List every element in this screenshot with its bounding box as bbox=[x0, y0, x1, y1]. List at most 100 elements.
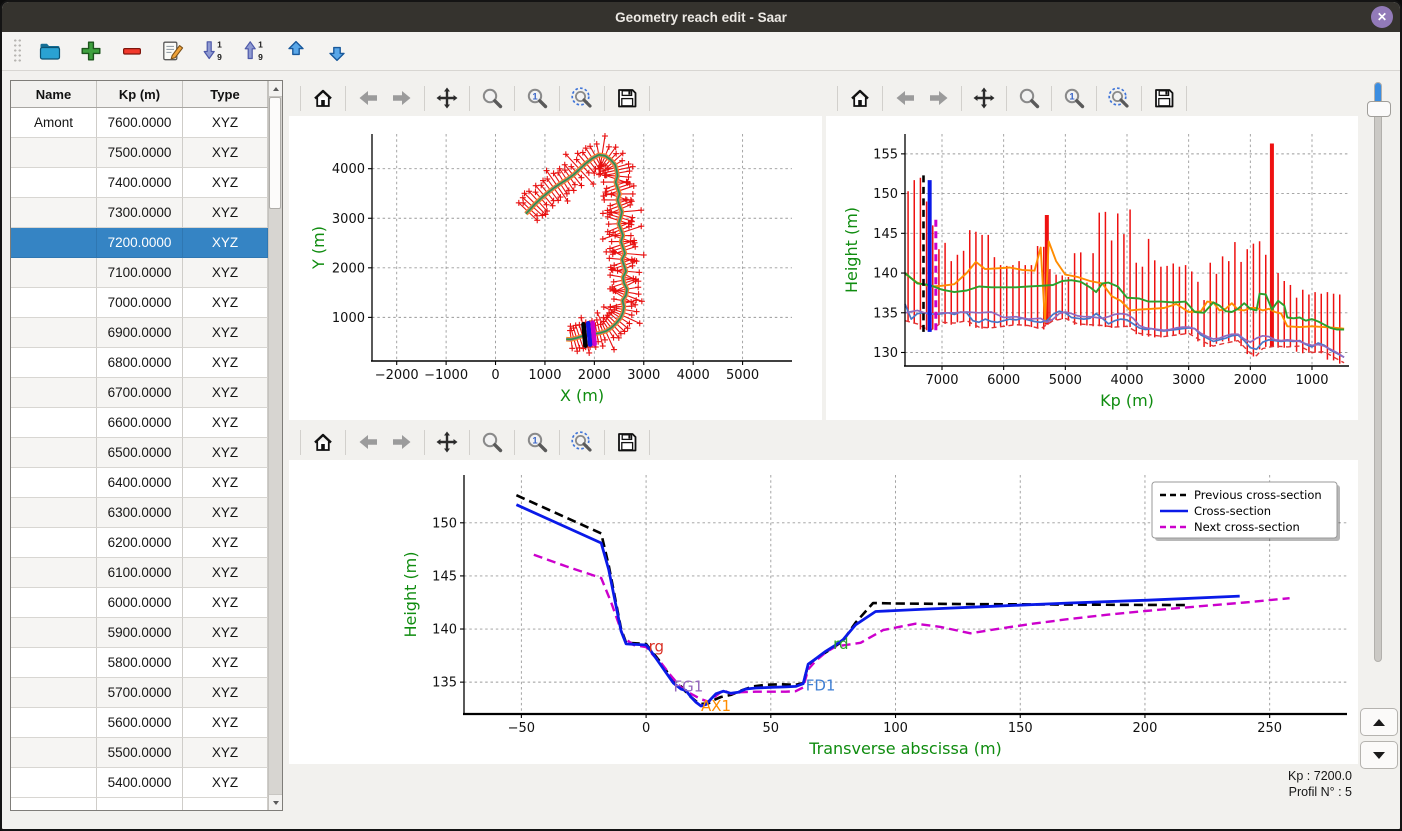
toolbar-separator bbox=[882, 85, 883, 111]
slider-fill bbox=[1375, 83, 1381, 104]
table-row[interactable]: 6900.0000 XYZ bbox=[11, 318, 282, 348]
home-button[interactable] bbox=[306, 83, 340, 113]
close-button[interactable]: ✕ bbox=[1371, 6, 1393, 28]
legend: Previous cross-section Cross-section Next … bbox=[1151, 481, 1340, 541]
type-cell: XYZ bbox=[183, 588, 268, 618]
name-cell bbox=[11, 588, 97, 618]
svg-text:135: 135 bbox=[432, 676, 457, 691]
edit-button[interactable] bbox=[156, 35, 189, 67]
toolbar-grip-icon[interactable] bbox=[13, 38, 22, 64]
save-button[interactable] bbox=[1147, 83, 1181, 113]
column-header-name[interactable]: Name bbox=[11, 81, 97, 107]
table-row[interactable]: 7300.0000 XYZ bbox=[11, 198, 282, 228]
pan-button[interactable] bbox=[430, 427, 464, 457]
zoom-one-button[interactable]: 1 bbox=[520, 427, 554, 457]
cross-section-canvas[interactable]: rg rd FG1 FD1 AX1 −50 0 50 100 150 200 250 135 140 145… bbox=[289, 460, 1358, 764]
table-row[interactable]: 5800.0000 XYZ bbox=[11, 648, 282, 678]
table-row[interactable]: 7400.0000 XYZ bbox=[11, 168, 282, 198]
zoom-region-button[interactable] bbox=[1102, 83, 1136, 113]
svg-text:150: 150 bbox=[432, 516, 457, 531]
toolbar-separator bbox=[1141, 85, 1142, 111]
back-button[interactable] bbox=[351, 83, 385, 113]
name-cell bbox=[11, 168, 97, 198]
table-row[interactable]: 7000.0000 XYZ bbox=[11, 288, 282, 318]
table-row[interactable]: 5700.0000 XYZ bbox=[11, 678, 282, 708]
type-cell: XYZ bbox=[183, 768, 268, 798]
kp-cell: 5800.0000 bbox=[97, 648, 183, 678]
zoom-one-button[interactable]: 1 bbox=[1057, 83, 1091, 113]
vertical-slider[interactable] bbox=[1367, 82, 1391, 662]
table-row[interactable]: 6200.0000 XYZ bbox=[11, 528, 282, 558]
remove-button[interactable] bbox=[115, 35, 148, 67]
forward-button[interactable] bbox=[385, 83, 419, 113]
table-row[interactable]: 5600.0000 XYZ bbox=[11, 708, 282, 738]
table-row[interactable]: 6700.0000 XYZ bbox=[11, 378, 282, 408]
table-row[interactable]: Amont 7600.0000 XYZ bbox=[11, 108, 282, 138]
table-row[interactable]: 7500.0000 XYZ bbox=[11, 138, 282, 168]
annotation-rg: rg bbox=[649, 637, 664, 655]
titlebar[interactable]: Geometry reach edit - Saar ✕ bbox=[2, 2, 1400, 32]
forward-button[interactable] bbox=[922, 83, 956, 113]
column-header-type[interactable]: Type bbox=[183, 81, 268, 107]
table-row[interactable]: 5900.0000 XYZ bbox=[11, 618, 282, 648]
type-cell: XYZ bbox=[183, 618, 268, 648]
home-button[interactable] bbox=[843, 83, 877, 113]
table-scrollbar-thumb[interactable] bbox=[269, 97, 281, 209]
table-row[interactable]: 5500.0000 XYZ bbox=[11, 738, 282, 768]
add-icon bbox=[81, 41, 100, 61]
close-icon: ✕ bbox=[1376, 10, 1388, 24]
zoom-button[interactable] bbox=[1012, 83, 1046, 113]
home-button[interactable] bbox=[306, 427, 340, 457]
zoom-one-button[interactable]: 1 bbox=[520, 83, 554, 113]
longitudinal-profile-panel: 1 7000 6000 5000 4000 3000 2000 1000 130 135 140 14… bbox=[826, 80, 1358, 420]
pan-button[interactable] bbox=[430, 83, 464, 113]
move-up-button[interactable] bbox=[279, 35, 312, 67]
type-cell: XYZ bbox=[183, 678, 268, 708]
table-row[interactable]: 6400.0000 XYZ bbox=[11, 468, 282, 498]
table-row[interactable]: 6600.0000 XYZ bbox=[11, 408, 282, 438]
pan-icon bbox=[436, 87, 458, 109]
x-axis-label: Transverse abscissa (m) bbox=[808, 739, 1002, 758]
scroll-up-icon[interactable] bbox=[269, 81, 282, 97]
plot-toolbar: 1 bbox=[289, 80, 822, 116]
back-button[interactable] bbox=[888, 83, 922, 113]
table-row[interactable]: 7100.0000 XYZ bbox=[11, 258, 282, 288]
save-button[interactable] bbox=[610, 427, 644, 457]
zoom-one-icon: 1 bbox=[527, 432, 548, 453]
pan-button[interactable] bbox=[967, 83, 1001, 113]
zoom-region-button[interactable] bbox=[565, 427, 599, 457]
table-row[interactable]: 6100.0000 XYZ bbox=[11, 558, 282, 588]
table-row[interactable]: 6800.0000 XYZ bbox=[11, 348, 282, 378]
name-cell bbox=[11, 738, 97, 768]
table-row[interactable]: 5400.0000 XYZ bbox=[11, 768, 282, 798]
table-scrollbar[interactable] bbox=[268, 81, 282, 810]
open-button[interactable] bbox=[33, 35, 66, 67]
zoom-button[interactable] bbox=[475, 427, 509, 457]
table-row[interactable]: 6300.0000 XYZ bbox=[11, 498, 282, 528]
table-row[interactable]: 6500.0000 XYZ bbox=[11, 438, 282, 468]
svg-text:100: 100 bbox=[883, 721, 908, 736]
svg-text:0: 0 bbox=[491, 368, 499, 383]
table-row[interactable]: 7200.0000 XYZ bbox=[11, 228, 282, 258]
svg-text:4000: 4000 bbox=[677, 368, 710, 383]
profile-up-button[interactable] bbox=[1360, 708, 1398, 736]
x-axis-label: Kp (m) bbox=[1100, 391, 1154, 410]
plan-view-canvas[interactable]: −2000 −1000 0 1000 2000 3000 4000 5000 1000 2000 3… bbox=[289, 116, 822, 420]
table-row[interactable]: 6000.0000 XYZ bbox=[11, 588, 282, 618]
profile-down-button[interactable] bbox=[1360, 741, 1398, 769]
slider-handle[interactable] bbox=[1367, 101, 1391, 117]
back-button[interactable] bbox=[351, 427, 385, 457]
profile-canvas[interactable]: 7000 6000 5000 4000 3000 2000 1000 130 135 140 145… bbox=[826, 116, 1358, 420]
kp-cell: 7500.0000 bbox=[97, 138, 183, 168]
move-down-button[interactable] bbox=[320, 35, 353, 67]
save-button[interactable] bbox=[610, 83, 644, 113]
zoom-button[interactable] bbox=[475, 83, 509, 113]
scroll-down-icon[interactable] bbox=[269, 794, 282, 810]
add-button[interactable] bbox=[74, 35, 107, 67]
column-header-kp-m[interactable]: Kp (m) bbox=[97, 81, 183, 107]
forward-button[interactable] bbox=[385, 427, 419, 457]
status-profil: Profil N° : 5 bbox=[1288, 785, 1352, 799]
zoom-region-button[interactable] bbox=[565, 83, 599, 113]
